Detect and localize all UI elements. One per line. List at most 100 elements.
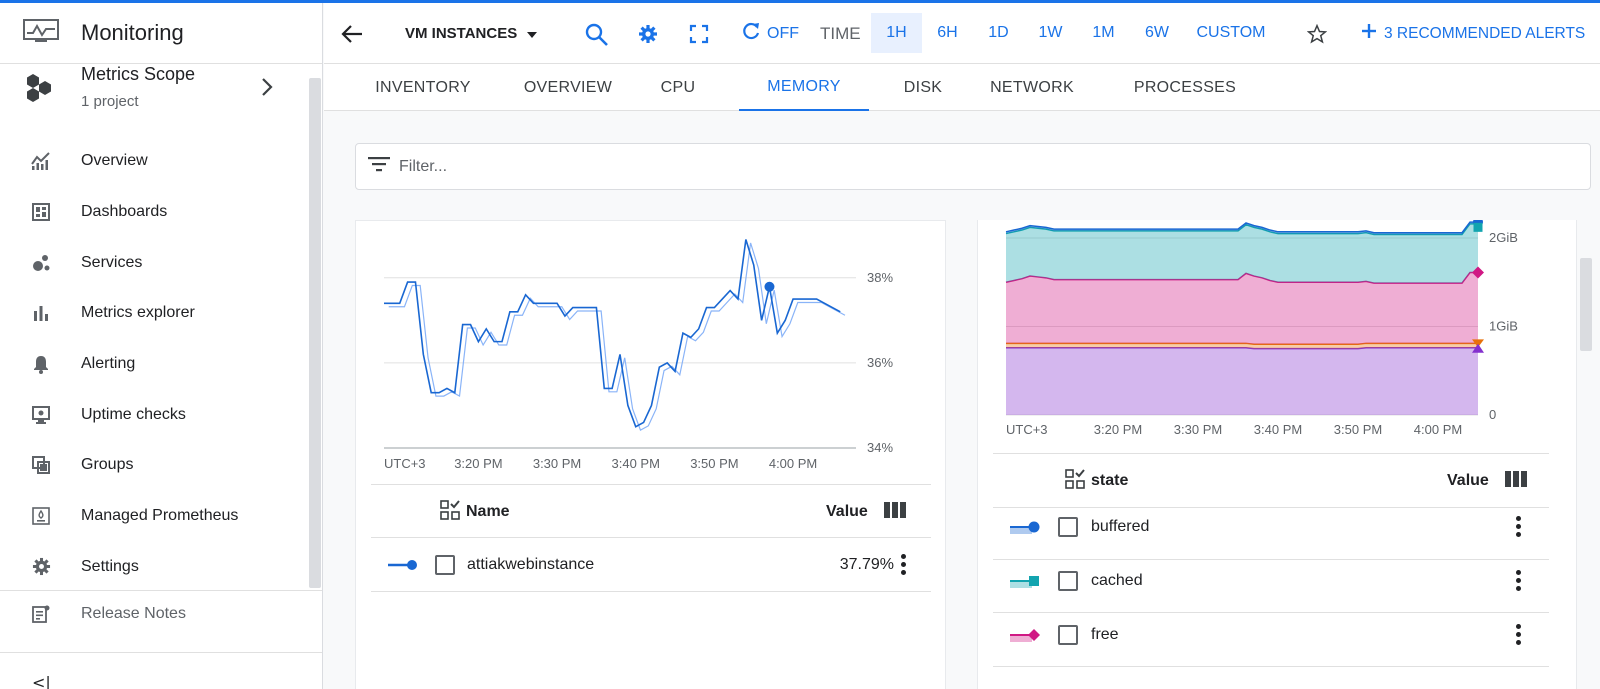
memory-usage-chart[interactable]: 0 1GiB 2GiB UTC+3 3:20 PM 3:30 PM 3:40 PM 3:50 …	[978, 220, 1578, 444]
sidebar-scrollbar[interactable]	[309, 78, 321, 588]
legend-header-name: Name	[440, 497, 510, 527]
star-icon[interactable]	[1307, 3, 1327, 64]
tab-overview[interactable]: OVERVIEW	[523, 78, 613, 96]
tab-inventory[interactable]: INVENTORY	[375, 78, 471, 96]
checkbox[interactable]	[1058, 625, 1078, 645]
tab-network[interactable]: NETWORK	[990, 78, 1074, 96]
columns-icon[interactable]	[1504, 470, 1527, 492]
sidebar-item-label: Services	[81, 253, 143, 271]
more-vert-icon[interactable]	[1515, 516, 1521, 537]
time-range-6w[interactable]: 6W	[1145, 24, 1169, 41]
memory-utilization-chart[interactable]: 34% 36% 38% UTC+3 3:20 PM 3:30 PM 3:40 PM 3:50 …	[356, 221, 946, 481]
free-swatch-icon	[1010, 623, 1042, 647]
checkbox[interactable]	[435, 555, 455, 575]
checkbox[interactable]	[1058, 517, 1078, 537]
more-vert-icon[interactable]	[1515, 570, 1521, 591]
sidebar-item-release-notes[interactable]: Release Notes	[0, 599, 186, 629]
tab-processes[interactable]: PROCESSES	[1133, 78, 1237, 96]
overview-icon	[30, 150, 52, 172]
more-vert-icon[interactable]	[1515, 624, 1521, 645]
fullscreen-icon[interactable]	[689, 3, 709, 64]
filter-input[interactable]	[399, 157, 1499, 176]
divider	[993, 507, 1549, 508]
tab-disk[interactable]: DISK	[903, 78, 943, 96]
timezone-label: UTC+3	[384, 456, 426, 471]
sidebar-item-metrics-explorer[interactable]: Metrics explorer	[0, 288, 308, 339]
sidebar-item-managed-prometheus[interactable]: Managed Prometheus	[0, 491, 308, 542]
legend-row-name: free	[1091, 626, 1119, 643]
time-range-1h[interactable]: 1H	[871, 13, 922, 53]
filter-bar[interactable]	[355, 143, 1591, 190]
sidebar-item-overview[interactable]: Overview	[0, 136, 308, 187]
time-range-1d[interactable]: 1D	[988, 24, 1009, 41]
recommended-alerts-button[interactable]: 3 RECOMMENDED ALERTS	[1361, 3, 1585, 64]
metrics-scope-selector[interactable]: Metrics Scope 1 project	[0, 64, 322, 134]
auto-refresh-toggle[interactable]: OFF	[741, 3, 799, 64]
checkbox[interactable]	[1058, 571, 1078, 591]
chevron-right-icon[interactable]	[260, 76, 274, 103]
x-tick-label: 3:50 PM	[1334, 422, 1382, 437]
y-tick-label: 2GiB	[1489, 230, 1518, 245]
metrics-explorer-icon	[30, 302, 52, 324]
main-scrollbar[interactable]	[1580, 258, 1592, 351]
cached-swatch-icon	[1010, 569, 1040, 593]
legend-header-label: Name	[466, 503, 510, 520]
search-icon[interactable]	[584, 3, 610, 64]
area-band-free	[1006, 272, 1478, 345]
sidebar-item-label: Groups	[81, 456, 134, 474]
gear-icon[interactable]	[638, 3, 658, 64]
used-end-marker	[1472, 343, 1484, 353]
sidebar-item-alerting[interactable]: Alerting	[0, 339, 308, 390]
sidebar-item-label: Overview	[81, 152, 148, 170]
y-tick-label: 36%	[867, 355, 893, 370]
area-line-cached	[1005, 223, 1478, 236]
cpu-memory-utilization-panel: 34% 36% 38% UTC+3 3:20 PM 3:30 PM 3:40 PM 3:50 …	[355, 220, 946, 689]
divider	[993, 666, 1549, 667]
dashboards-icon	[30, 201, 52, 223]
legend-row-checkbox[interactable]	[435, 555, 455, 575]
x-tick-label: 3:20 PM	[1094, 422, 1142, 437]
divider	[371, 484, 931, 485]
divider	[371, 537, 931, 538]
legend-header-label: state	[1091, 472, 1129, 489]
sidebar-item-uptime-checks[interactable]: Uptime checks	[0, 389, 308, 440]
x-tick-label: 3:30 PM	[1174, 422, 1222, 437]
columns-icon[interactable]	[883, 501, 906, 523]
timezone-label: UTC+3	[1006, 422, 1048, 437]
sidebar-item-groups[interactable]: Groups	[0, 440, 308, 491]
area-band-used	[1006, 347, 1478, 415]
sidebar-item-dashboards[interactable]: Dashboards	[0, 187, 308, 238]
toolbar: VM INSTANCES OFF TIME 1H 6H 1D 1W 1M 6W …	[324, 3, 1600, 64]
sidebar-item-label: Settings	[81, 557, 139, 575]
tab-memory[interactable]: MEMORY	[739, 64, 869, 111]
legend-row-name: cached	[1091, 572, 1143, 589]
column-chooser-icon[interactable]	[1065, 468, 1085, 494]
y-tick-label: 1GiB	[1489, 319, 1518, 334]
slab-end-marker	[1472, 339, 1484, 348]
time-range-1w[interactable]: 1W	[1038, 24, 1063, 41]
sidebar-item-services[interactable]: Services	[0, 237, 308, 288]
legend-header-value-label: Value	[1447, 472, 1489, 489]
time-range-1m[interactable]: 1M	[1092, 24, 1115, 41]
area-band-cached	[1006, 223, 1478, 284]
app-title: Monitoring	[81, 20, 184, 45]
legend-row-checkbox[interactable]	[1058, 571, 1078, 591]
legend-row-checkbox[interactable]	[1058, 625, 1078, 645]
sidebar-item-settings[interactable]: Settings	[0, 542, 308, 593]
collapse-sidebar-button[interactable]: <|	[32, 673, 51, 689]
legend-header-value: Value	[1447, 466, 1527, 496]
tab-cpu[interactable]: CPU	[660, 78, 696, 96]
column-chooser-icon[interactable]	[440, 499, 460, 525]
buffered-swatch-icon	[1010, 515, 1040, 539]
back-arrow-icon[interactable]	[341, 3, 363, 64]
legend-row-value: 37.79%	[839, 556, 894, 573]
prometheus-icon	[30, 505, 52, 527]
series-shadow-line	[388, 242, 846, 431]
time-range-custom[interactable]: CUSTOM	[1196, 24, 1266, 41]
resource-dropdown[interactable]: VM INSTANCES	[405, 3, 538, 64]
more-vert-icon[interactable]	[900, 554, 906, 575]
x-tick-label: 3:20 PM	[454, 456, 502, 471]
time-range-6h[interactable]: 6H	[937, 24, 958, 41]
add-icon	[1361, 23, 1377, 44]
legend-row-checkbox[interactable]	[1058, 517, 1078, 537]
